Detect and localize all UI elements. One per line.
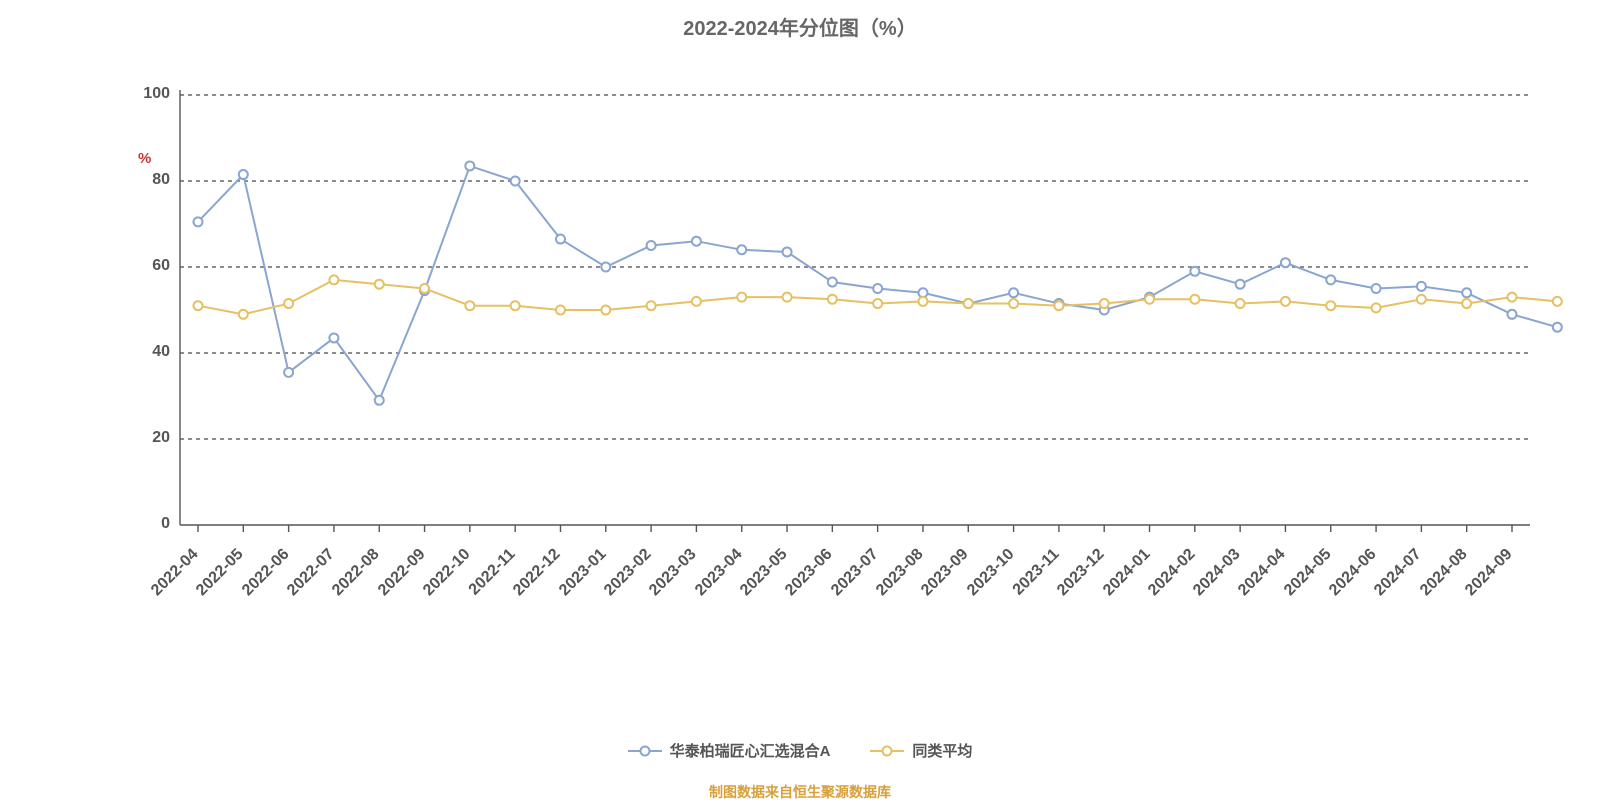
series-marker — [329, 275, 338, 284]
series-marker — [284, 368, 293, 377]
series-marker — [1145, 295, 1154, 304]
series-marker — [692, 297, 701, 306]
series-marker — [511, 177, 520, 186]
series-group — [194, 161, 1562, 404]
series-marker — [1508, 310, 1517, 319]
series-marker — [1462, 288, 1471, 297]
series-marker — [1009, 299, 1018, 308]
series-marker — [1281, 297, 1290, 306]
series-marker — [1190, 295, 1199, 304]
series-marker — [1236, 299, 1245, 308]
series-marker — [1100, 299, 1109, 308]
legend-item: 华泰柏瑞匠心汇选混合A — [628, 740, 831, 761]
series-marker — [828, 278, 837, 287]
series-marker — [329, 333, 338, 342]
series-marker — [1553, 297, 1562, 306]
series-marker — [1462, 299, 1471, 308]
y-tick-label: 100 — [130, 85, 170, 103]
chart-svg — [0, 0, 1600, 800]
axes — [180, 90, 1530, 532]
series-marker — [692, 237, 701, 246]
y-tick-label: 0 — [130, 515, 170, 533]
series-marker — [1236, 280, 1245, 289]
series-marker — [1009, 288, 1018, 297]
legend-item: 同类平均 — [870, 740, 972, 761]
series-marker — [239, 170, 248, 179]
legend: 华泰柏瑞匠心汇选混合A 同类平均 — [0, 740, 1600, 761]
y-tick-label: 40 — [130, 343, 170, 361]
series-marker — [1054, 301, 1063, 310]
series-marker — [1326, 301, 1335, 310]
series-marker — [1508, 293, 1517, 302]
series-marker — [1372, 303, 1381, 312]
series-marker — [194, 301, 203, 310]
series-marker — [647, 301, 656, 310]
series-marker — [873, 284, 882, 293]
series-marker — [194, 217, 203, 226]
legend-marker-icon — [870, 744, 904, 758]
series-marker — [964, 299, 973, 308]
series-marker — [1417, 282, 1426, 291]
series-marker — [601, 263, 610, 272]
series-marker — [239, 310, 248, 319]
series-marker — [737, 245, 746, 254]
legend-label: 华泰柏瑞匠心汇选混合A — [670, 740, 831, 761]
series-marker — [828, 295, 837, 304]
series-marker — [1372, 284, 1381, 293]
y-tick-label: 20 — [130, 429, 170, 447]
series-marker — [1417, 295, 1426, 304]
series-marker — [375, 396, 384, 405]
legend-label: 同类平均 — [912, 740, 972, 761]
series-marker — [1281, 258, 1290, 267]
series-marker — [465, 301, 474, 310]
series-marker — [873, 299, 882, 308]
series-marker — [601, 306, 610, 315]
series-marker — [556, 306, 565, 315]
series-marker — [556, 235, 565, 244]
series-marker — [1190, 267, 1199, 276]
series-marker — [647, 241, 656, 250]
grid-lines — [180, 95, 1530, 439]
series-marker — [737, 293, 746, 302]
chart-footer: 制图数据来自恒生聚源数据库 — [0, 782, 1600, 802]
series-marker — [511, 301, 520, 310]
chart-container: { "chart": { "type": "line", "title": "2… — [0, 0, 1600, 800]
series-marker — [783, 293, 792, 302]
series-marker — [783, 247, 792, 256]
series-marker — [1553, 323, 1562, 332]
series-marker — [1326, 275, 1335, 284]
legend-marker-icon — [628, 744, 662, 758]
y-tick-label: 60 — [130, 257, 170, 275]
series-marker — [918, 297, 927, 306]
series-marker — [465, 161, 474, 170]
y-tick-label: 80 — [130, 171, 170, 189]
series-marker — [284, 299, 293, 308]
series-marker — [375, 280, 384, 289]
series-marker — [420, 284, 429, 293]
